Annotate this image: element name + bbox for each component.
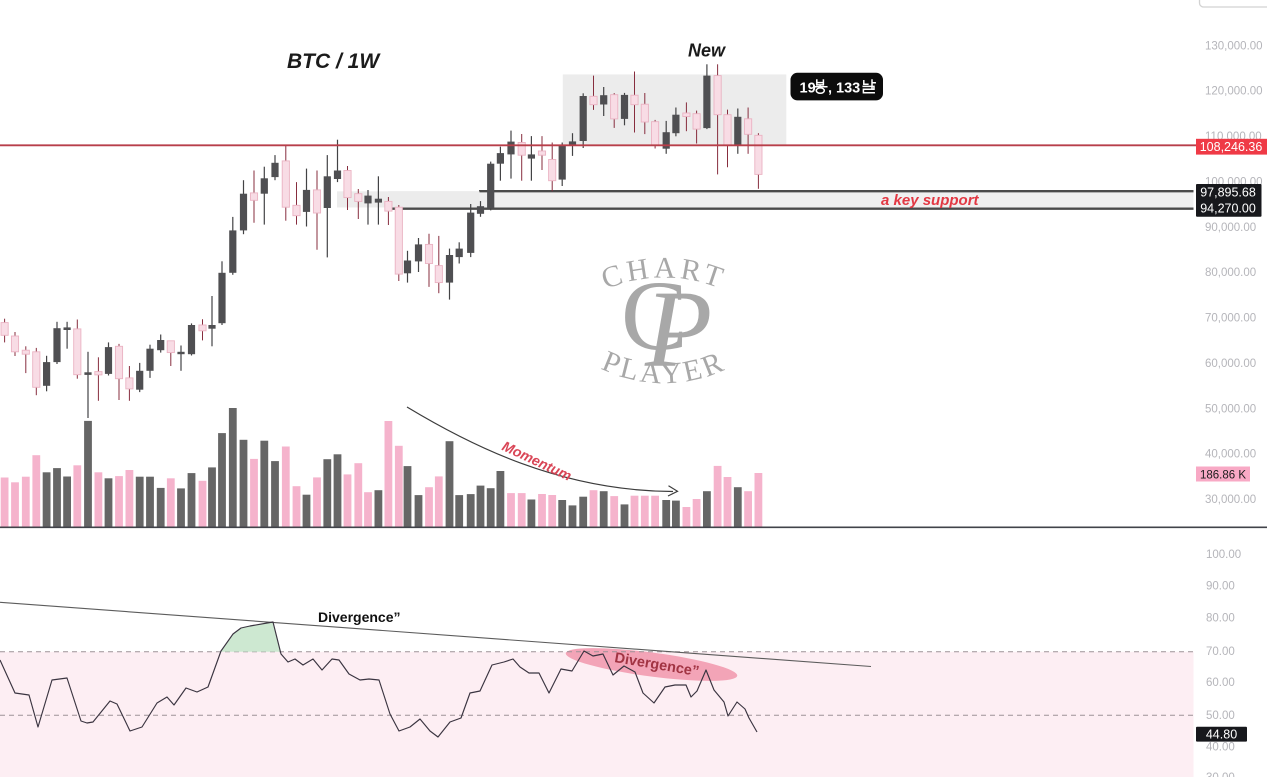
svg-text:50.00: 50.00 [1206,710,1235,722]
svg-text:New: New [688,41,726,61]
svg-text:80.00: 80.00 [1206,613,1235,625]
svg-text:50,000.00: 50,000.00 [1205,403,1256,415]
svg-text:60.00: 60.00 [1206,677,1235,689]
svg-text:90.00: 90.00 [1206,581,1235,593]
svg-text:30,000.00: 30,000.00 [1205,494,1256,506]
svg-text:Divergence”: Divergence” [318,609,400,625]
svg-text:97,895.68: 97,895.68 [1200,186,1256,200]
svg-text:C: C [621,260,688,371]
svg-text:, 133: , 133 [828,80,860,96]
svg-text:120,000.00: 120,000.00 [1205,86,1263,98]
svg-text:40,000.00: 40,000.00 [1205,449,1256,461]
svg-text:130,000.00: 130,000.00 [1205,40,1263,52]
svg-text:30.00: 30.00 [1206,772,1235,777]
svg-text:108,246.36: 108,246.36 [1200,140,1263,154]
svg-text:P: P [644,268,712,390]
svg-text:60,000.00: 60,000.00 [1205,358,1256,370]
svg-text:44.80: 44.80 [1206,728,1237,742]
svg-text:70.00: 70.00 [1206,646,1235,658]
svg-text:40.00: 40.00 [1206,742,1235,754]
svg-text:19: 19 [800,80,816,96]
svg-text:BTC / 1W: BTC / 1W [287,50,381,73]
svg-text:100.00: 100.00 [1206,549,1241,561]
svg-text:a key support: a key support [881,192,980,209]
svg-text:70,000.00: 70,000.00 [1205,313,1256,325]
svg-text:94,270.00: 94,270.00 [1200,202,1256,216]
svg-text:80,000.00: 80,000.00 [1205,267,1256,279]
svg-text:90,000.00: 90,000.00 [1205,222,1256,234]
svg-text:186.86 K: 186.86 K [1200,469,1246,481]
